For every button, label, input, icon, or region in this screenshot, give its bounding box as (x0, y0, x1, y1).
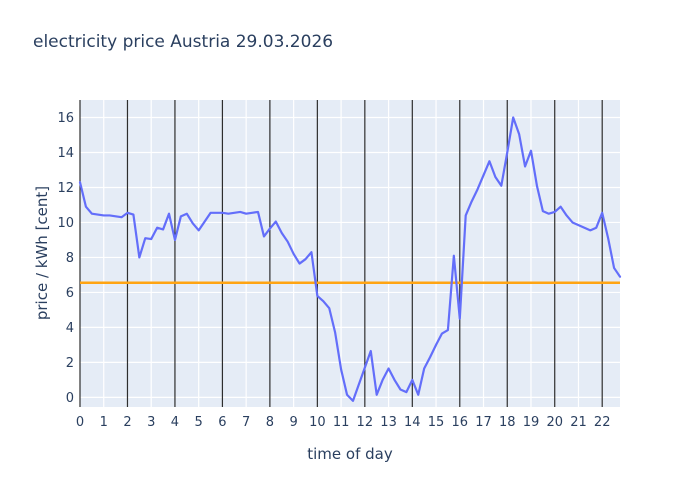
y-tick-label: 2 (66, 356, 74, 371)
y-tick-label: 10 (57, 216, 74, 231)
x-tick-label: 16 (452, 415, 469, 430)
x-tick-label: 18 (499, 415, 516, 430)
x-tick-label: 20 (546, 415, 563, 430)
x-tick-label: 7 (242, 415, 250, 430)
x-axis-title: time of day (307, 445, 393, 463)
y-tick-label: 14 (57, 146, 74, 161)
x-tick-label: 17 (475, 415, 492, 430)
y-tick-label: 0 (66, 391, 74, 406)
x-tick-label: 13 (380, 415, 397, 430)
y-tick-label: 4 (66, 321, 74, 336)
x-tick-label: 15 (428, 415, 445, 430)
x-tick-label: 19 (523, 415, 540, 430)
x-tick-label: 6 (218, 415, 226, 430)
x-tick-label: 1 (100, 415, 108, 430)
x-tick-label: 2 (123, 415, 131, 430)
y-tick-label: 8 (66, 251, 74, 266)
y-tick-label: 6 (66, 286, 74, 301)
x-tick-label: 3 (147, 415, 155, 430)
y-tick-label: 12 (57, 181, 74, 196)
x-tick-label: 21 (570, 415, 587, 430)
x-tick-label: 11 (333, 415, 350, 430)
chart-title: electricity price Austria 29.03.2026 (33, 32, 334, 52)
y-axis-title: price / kWh [cent] (33, 185, 51, 321)
x-tick-label: 22 (594, 415, 611, 430)
price-series-line (78, 116, 622, 402)
y-tick-label: 16 (57, 111, 74, 126)
x-tick-label: 0 (76, 415, 84, 430)
x-tick-label: 9 (289, 415, 297, 430)
x-tick-label: 4 (171, 415, 179, 430)
x-tick-label: 12 (357, 415, 374, 430)
plot-background (80, 100, 620, 407)
x-tick-label: 5 (195, 415, 203, 430)
x-tick-label: 10 (309, 415, 326, 430)
x-tick-label: 14 (404, 415, 421, 430)
x-tick-label: 8 (266, 415, 274, 430)
